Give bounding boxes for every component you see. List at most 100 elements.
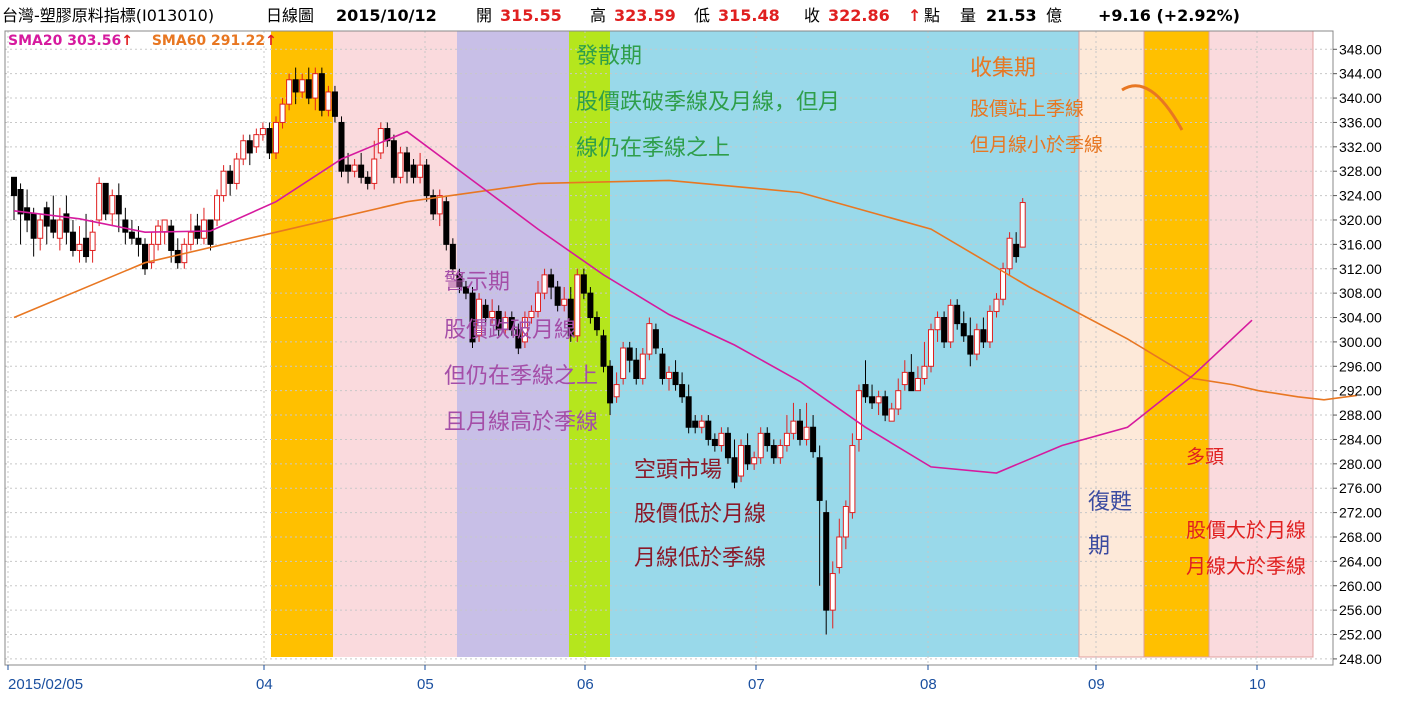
- candle-body: [377, 128, 384, 154]
- candle-body: [194, 225, 201, 239]
- candle-body: [548, 274, 555, 288]
- candle-body: [430, 195, 437, 215]
- zone-warning: [457, 31, 569, 657]
- candle-body: [541, 274, 548, 294]
- candle-body: [89, 231, 96, 251]
- candle-body: [849, 445, 856, 514]
- plot-frame: [4, 30, 1334, 666]
- candle-body: [63, 213, 70, 233]
- y-tick-label: 304.00: [1339, 310, 1382, 326]
- candle-body: [312, 73, 319, 99]
- quote-header: 台灣-塑膠原料指標(I013010) 日線圖 2015/10/12 開 315.…: [0, 0, 1403, 31]
- quote-date: 2015/10/12: [336, 6, 437, 25]
- candle-body: [469, 292, 476, 343]
- high-value: 323.59: [614, 6, 676, 25]
- candle-body: [69, 231, 76, 251]
- candle-body: [345, 164, 352, 172]
- x-tick-label: 10: [1249, 676, 1266, 693]
- candle-body: [227, 170, 234, 184]
- x-tick-label: 08: [920, 676, 937, 693]
- candle-body: [187, 231, 194, 245]
- candle-body: [973, 329, 980, 355]
- bear-title: 空頭市場: [634, 458, 723, 483]
- candle-body: [489, 310, 496, 319]
- candle-body: [286, 79, 293, 105]
- y-tick-label: 300.00: [1339, 334, 1382, 350]
- candle-body: [567, 298, 574, 337]
- candle-body: [718, 432, 725, 447]
- candle-body: [593, 317, 600, 331]
- candle-body: [384, 128, 391, 142]
- x-tick-label: 04: [256, 676, 273, 693]
- candle-body: [390, 140, 397, 178]
- candle-body: [404, 152, 410, 172]
- zone-bear: [610, 31, 1079, 657]
- candle-body: [908, 371, 915, 392]
- candle-body: [679, 384, 686, 398]
- candle-body: [783, 432, 790, 447]
- sma20-legend: SMA20 303.56: [8, 33, 122, 49]
- y-tick-label: 348.00: [1339, 41, 1382, 57]
- candle-body: [207, 219, 214, 245]
- candle-body: [692, 420, 699, 428]
- bull-line2: 月線大於季線: [1186, 554, 1306, 578]
- candle-body: [855, 390, 862, 440]
- up-arrow-icon: ↑: [265, 33, 277, 49]
- candle-body: [764, 432, 771, 447]
- high-label: 高: [590, 6, 607, 25]
- candle-body: [652, 329, 659, 349]
- candle-body: [109, 195, 116, 215]
- candle-body: [941, 317, 948, 343]
- candle-body: [659, 353, 666, 379]
- candle-body: [495, 310, 502, 331]
- candle-body: [43, 207, 50, 227]
- candle-body: [220, 170, 227, 197]
- candle-body: [535, 292, 541, 312]
- candle-body: [358, 164, 365, 178]
- candle-body: [253, 134, 260, 148]
- candle-body: [587, 292, 594, 319]
- y-tick-label: 328.00: [1339, 163, 1382, 179]
- x-tick-label: 06: [577, 676, 594, 693]
- candle-body: [436, 195, 443, 215]
- candle-body: [502, 317, 509, 331]
- y-tick-label: 292.00: [1339, 383, 1382, 399]
- candle-body: [993, 298, 1000, 312]
- x-tick-label: 09: [1088, 676, 1105, 693]
- candle-body: [462, 286, 469, 294]
- candle-body: [292, 79, 299, 93]
- y-tick-label: 336.00: [1339, 114, 1382, 130]
- bear-line1: 股價低於月線: [634, 502, 767, 527]
- y-tick-label: 332.00: [1339, 139, 1382, 155]
- change-value: +9.16 (+2.92%): [1098, 6, 1240, 25]
- candle-body: [200, 219, 207, 239]
- candle-body: [829, 573, 836, 611]
- candle-body: [259, 128, 266, 136]
- candle-body: [50, 219, 57, 233]
- candle-body: [397, 152, 404, 178]
- candle-body: [11, 176, 17, 197]
- up-arrow-icon: ↑: [908, 6, 922, 25]
- candle-body: [947, 304, 954, 343]
- up-arrow-icon: ↑: [121, 33, 133, 49]
- y-tick-label: 344.00: [1339, 66, 1382, 82]
- candle-body: [266, 128, 273, 154]
- candle-body: [639, 353, 646, 379]
- candle-body: [96, 182, 103, 221]
- warning-line1: 股價跌破月線: [444, 318, 577, 343]
- index-title: 台灣-塑膠原料指標(I013010): [2, 6, 215, 25]
- bull-title: 多頭: [1186, 446, 1225, 468]
- close-value: 322.86: [828, 6, 890, 25]
- candle-body: [777, 445, 784, 459]
- candle-body: [305, 79, 312, 99]
- y-tick-label: 248.00: [1339, 651, 1382, 667]
- candle-body: [17, 189, 24, 215]
- x-tick-label: 2015/02/05: [8, 676, 83, 693]
- recovery-line1: 期: [1088, 534, 1111, 559]
- candle-body: [882, 396, 889, 416]
- candle-body: [456, 274, 463, 288]
- y-tick-label: 256.00: [1339, 602, 1382, 618]
- candle-body: [83, 237, 90, 258]
- candle-body: [698, 420, 705, 428]
- candle-body: [685, 396, 692, 428]
